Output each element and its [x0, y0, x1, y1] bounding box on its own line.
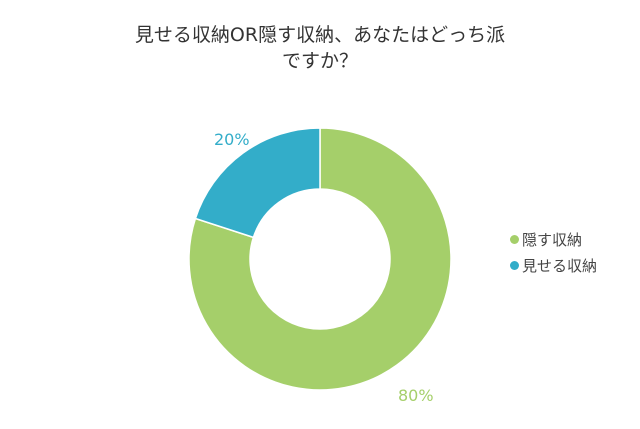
- donut-slice-0[interactable]: [188, 127, 452, 391]
- legend-dot-icon: [510, 260, 519, 270]
- legend-item-show[interactable]: 見せる収納: [510, 252, 597, 278]
- legend-label: 隠す収納: [522, 230, 583, 249]
- legend-dot-icon: [510, 234, 519, 244]
- chart-title-line-1: 見せる収納OR隠す収納、あなたはどっち派: [134, 24, 506, 46]
- donut-slices: [188, 127, 452, 391]
- data-label-hide: 80%: [398, 386, 434, 405]
- legend: 隠す収納 見せる収納: [510, 226, 597, 278]
- donut-slice-1[interactable]: [194, 127, 321, 239]
- legend-label: 見せる収納: [522, 256, 598, 275]
- chart-title: 見せる収納OR隠す収納、あなたはどっち派 ですか？: [0, 22, 640, 74]
- legend-item-hide[interactable]: 隠す収納: [510, 226, 597, 252]
- chart-title-line-2: ですか？: [281, 50, 358, 72]
- data-label-show: 20%: [214, 130, 250, 149]
